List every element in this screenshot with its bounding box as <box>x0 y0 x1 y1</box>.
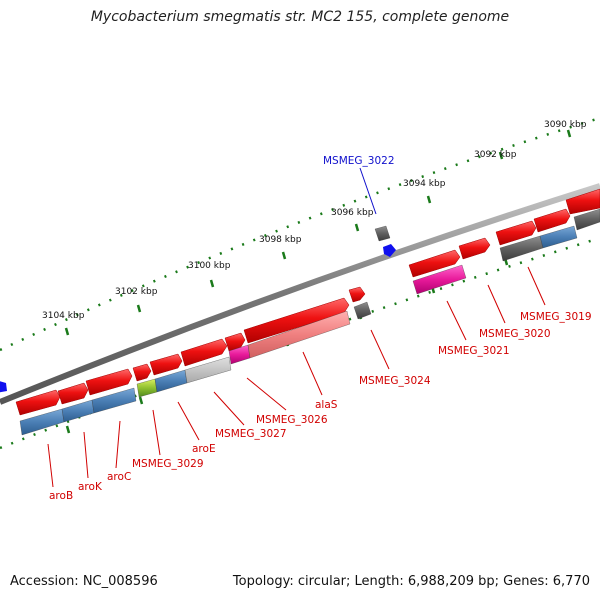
scale-label: 3098 kbp <box>259 235 302 245</box>
page-title: Mycobacterium smegmatis str. MC2 155, co… <box>90 9 510 25</box>
gene-bar-3022 <box>374 225 391 242</box>
gene-label-msmeg-3020: MSMEG_3020 <box>479 328 551 340</box>
gene-bar-right <box>573 208 600 231</box>
gene-label-arob: aroB <box>49 490 73 502</box>
gene-bar-row <box>19 208 600 436</box>
cds-alaS-arrow <box>243 297 350 344</box>
gene-label-msmeg-3024: MSMEG_3024 <box>359 375 431 387</box>
genome-summary-text: Topology: circular; Length: 6,988,209 bp… <box>232 574 590 589</box>
scale-label: 3096 kbp <box>331 208 374 218</box>
gene-label-msmeg-3022: MSMEG_3022 <box>323 155 395 167</box>
gene-label-aroc: aroC <box>107 471 131 483</box>
cds-aroB-arrow <box>15 389 61 416</box>
cds-aroC-arrow <box>85 368 133 396</box>
gene-label-msmeg-3029: MSMEG_3029 <box>132 458 204 470</box>
scale-major-ticks <box>64 129 572 336</box>
gene-bar-3029 <box>136 378 158 398</box>
gene-label-alas: alaS <box>315 399 338 411</box>
gene-bar-3024 <box>353 301 372 320</box>
cds-3024-arrow <box>348 286 366 303</box>
scale-label: 3100 kbp <box>188 261 231 271</box>
gene-bar-3021 <box>412 264 467 295</box>
blue-marker-left <box>0 381 7 393</box>
accession-text: Accession: NC_008596 <box>10 574 158 589</box>
gene-bar-aroC <box>91 387 137 414</box>
blue-marker-msmeg3022 <box>383 244 396 257</box>
cds-3019b-arrow <box>533 208 571 233</box>
gene-bar-3027 <box>184 356 232 384</box>
cds-3020-arrow <box>458 237 491 260</box>
cds-3027-arrow <box>180 338 228 367</box>
gene-label-arok: aroK <box>78 481 103 493</box>
scale-label: 3090 kbp <box>544 120 587 130</box>
cds-aroK-arrow <box>57 382 89 405</box>
gene-bar-aroK <box>61 399 95 423</box>
gene-bar-alaS <box>247 310 351 359</box>
cds-aroE-arrow <box>149 353 183 376</box>
scale-label: 3092 kbp <box>474 150 517 160</box>
cds-right-arrow <box>565 188 600 215</box>
scale-label: 3102 kbp <box>115 287 158 297</box>
callout-lines <box>47 167 546 488</box>
scale-label: 3104 kbp <box>42 311 85 321</box>
scale-label: 3094 kbp <box>403 179 446 189</box>
cds-3019a-arrow <box>495 220 537 246</box>
gene-label-aroe: aroE <box>192 443 216 455</box>
genome-backbone <box>0 183 600 405</box>
gene-label-msmeg-3027: MSMEG_3027 <box>215 428 287 440</box>
cds-3026-arrow <box>224 332 246 352</box>
cds-3021-arrow <box>408 249 461 278</box>
gene-label-msmeg-3021: MSMEG_3021 <box>438 345 510 357</box>
gene-label-msmeg-3026: MSMEG_3026 <box>256 414 328 426</box>
cds-3029-arrow <box>132 363 152 382</box>
cds-forward-row <box>15 188 600 416</box>
gene-label-msmeg-3019: MSMEG_3019 <box>520 311 592 323</box>
gene-bar-3019b <box>539 225 578 249</box>
